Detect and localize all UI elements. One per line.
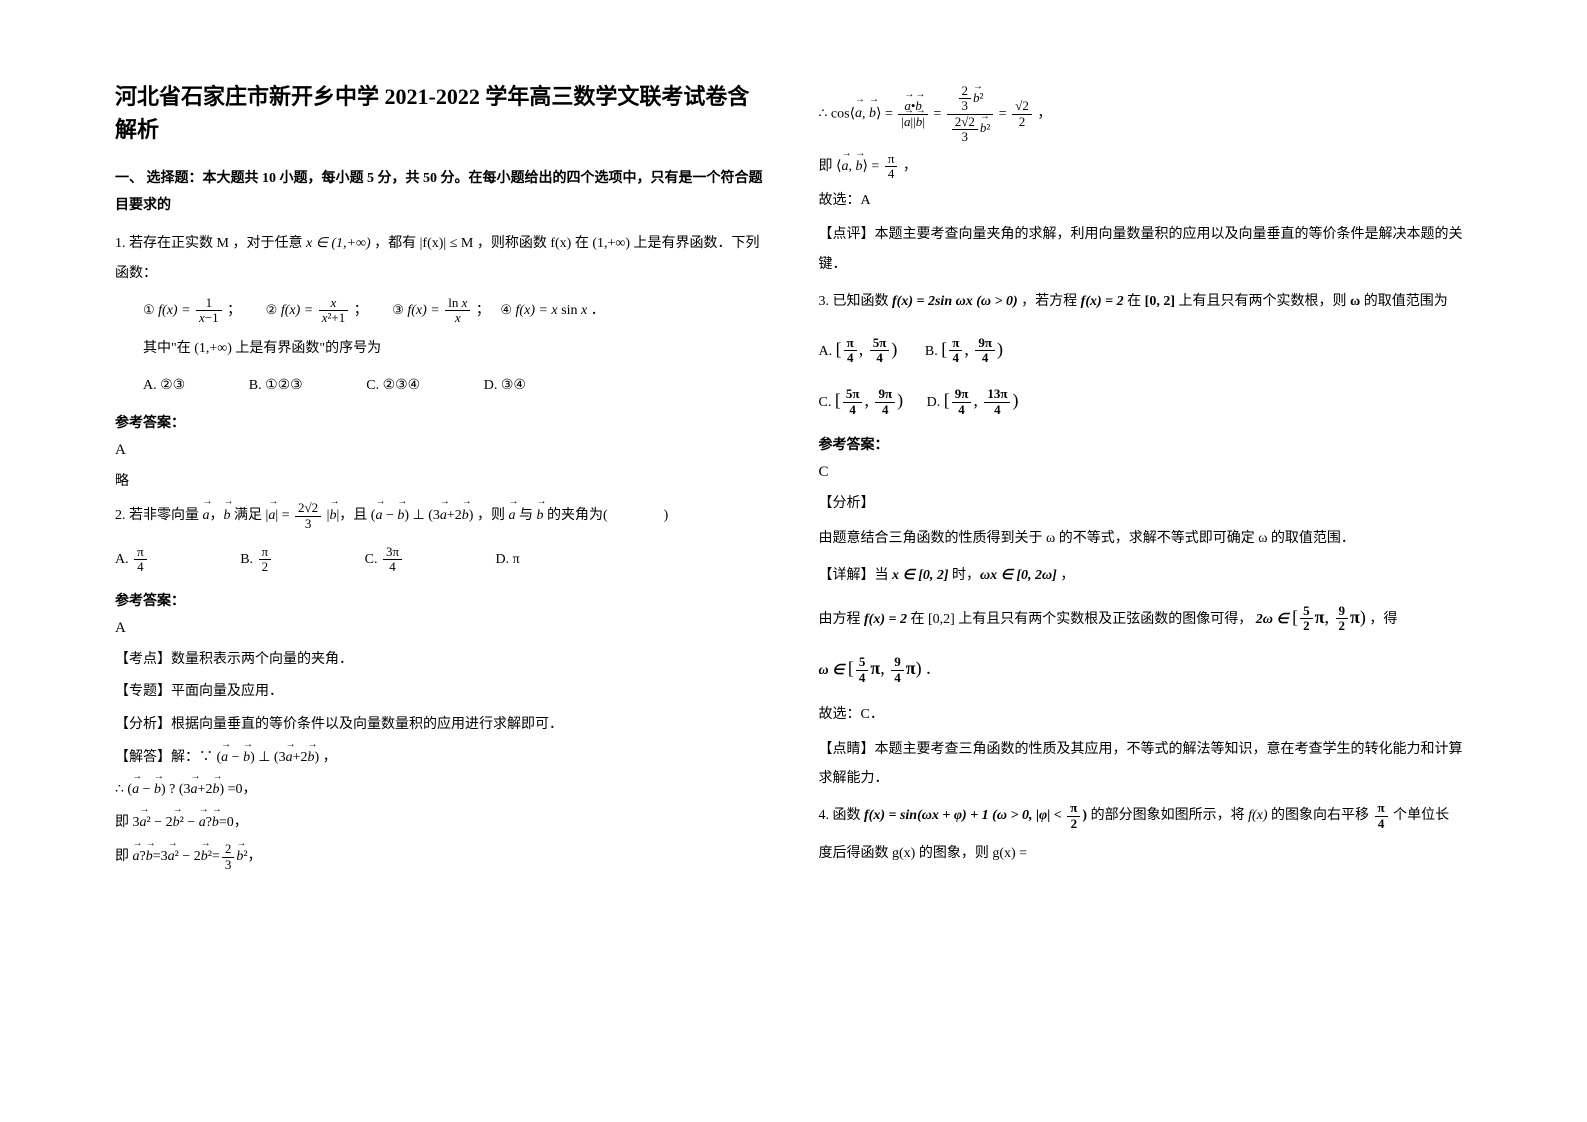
q2-choices: A. π4 B. π2 C. 3π4 D. π <box>115 545 769 576</box>
q2-choice-a: A. π4 <box>115 552 207 567</box>
q3-answer: C <box>819 464 1473 481</box>
q2-dianping: 【点评】本题主要考查向量夹角的求解，利用向量数量积的应用以及向量垂直的等价条件是… <box>819 220 1473 279</box>
q1-text-a: 1. 若存在正实数 M ，对于任意 <box>115 236 306 251</box>
q1-formula-row: ① f(x) = 1x−1 ； ② f(x) = xx²+1 ； ③ f(x) … <box>115 296 769 326</box>
q3-stem: 3. 已知函数 f(x) = 2sin ωx (ω > 0) ，若方程 f(x)… <box>819 287 1473 316</box>
q2-right-1: ∴ cos⟨a, b⟩ = a•b|a||b| = 23b²2√23b² = √… <box>819 84 1473 144</box>
q1-opt2: f(x) = <box>281 303 317 318</box>
q2-right-3: 故选：A <box>819 188 1473 215</box>
q3-choice-b: B. [π4, 9π4) <box>925 344 1003 359</box>
q2-kaodian: 【考点】数量积表示两个向量的夹角． <box>115 647 769 674</box>
q1-choice-b: B. ①②③ <box>249 378 333 393</box>
q1-opt1: f(x) = <box>158 303 194 318</box>
q2-jieda-4: 即 a?b=3a² − 2b²=23b²， <box>115 842 769 872</box>
circled-3: ③ <box>392 296 404 323</box>
q2-right-2: 即 ⟨a, b⟩ = π4 ， <box>819 152 1473 182</box>
q2-answer: A <box>115 620 769 637</box>
q4-stem: 4. 函数 f(x) = sin(ωx + φ) + 1 (ω > 0, |φ|… <box>819 801 1473 831</box>
q1-answer-label: 参考答案： <box>115 412 769 432</box>
q2-fenxi: 【分析】根据向量垂直的等价条件以及向量数量积的应用进行求解即可． <box>115 712 769 739</box>
q1-stem: 1. 若存在正实数 M ，对于任意 x ∈ (1,+∞) ，都有 |f(x)| … <box>115 229 769 288</box>
right-column: ∴ cos⟨a, b⟩ = a•b|a||b| = 23b²2√23b² = √… <box>794 80 1498 1082</box>
q1-subtext: 其中"在 (1,+∞) 上是有界函数"的序号为 <box>115 334 769 363</box>
q1-answer: A <box>115 442 769 459</box>
q3-choice-c: C. [5π4, 9π4) <box>819 395 904 410</box>
section-heading: 一、 选择题：本大题共 10 小题，每小题 5 分，共 50 分。在每小题给出的… <box>115 166 769 219</box>
q3-conclude: 故选：C． <box>819 702 1473 729</box>
q1-opt3: f(x) = <box>407 303 443 318</box>
q1-opt4: f(x) = x <box>516 303 558 318</box>
q3-fenxi: 由题意结合三角函数的性质得到关于 ω 的不等式，求解不等式即可确定 ω 的取值范… <box>819 524 1473 553</box>
q3-xiangjie-1: 由方程 f(x) = 2 在 [0,2] 上有且只有两个实数根及正弦函数的图像可… <box>819 599 1473 637</box>
circled-1: ① <box>143 296 155 323</box>
q2-stem: 2. 若非零向量 a，b 满足 |a| = 2√23 |b|，且 (a − b)… <box>115 501 769 531</box>
q1-text-b: x ∈ (1,+∞) <box>306 236 371 251</box>
q3-dianping: 【点睛】本题主要考查三角函数的性质及其应用，不等式的解法等知识，意在考查学生的转… <box>819 735 1473 794</box>
q3-choice-d: D. [9π4, 13π4) <box>927 395 1019 410</box>
q3-answer-label: 参考答案： <box>819 434 1473 454</box>
q2-zhuanti: 【专题】平面向量及应用． <box>115 679 769 706</box>
q2-answer-label: 参考答案： <box>115 590 769 610</box>
q4-stem-b: 度后得函数 g(x) 的图象，则 g(x) = <box>819 839 1473 868</box>
q3-xiangjie-head: 【详解】当 x ∈ [0, 2] 时，ωx ∈ [0, 2ω] ， <box>819 561 1473 590</box>
q1-choice-c: C. ②③④ <box>366 378 450 393</box>
circled-2: ② <box>266 296 278 323</box>
q2-choice-d: D. π <box>496 552 520 567</box>
q1-choice-a: A. ②③ <box>143 378 215 393</box>
q3-choices-row1: A. [π4, 5π4) B. [π4, 9π4) <box>819 331 1473 369</box>
q3-fenxi-head: 【分析】 <box>819 491 1473 518</box>
q2-choice-c: C. 3π4 <box>365 552 462 567</box>
q1-choices: A. ②③ B. ①②③ C. ②③④ D. ③④ <box>115 371 769 402</box>
circled-4: ④ <box>500 296 512 323</box>
q3-choices-row2: C. [5π4, 9π4) D. [9π4, 13π4) <box>819 382 1473 420</box>
left-column: 河北省石家庄市新开乡中学 2021-2022 学年高三数学文联考试卷含解析 一、… <box>90 80 794 1082</box>
q3-xiangjie-2: ω ∈ [54π, 94π) ． <box>819 650 1473 688</box>
q2-choice-b: B. π2 <box>240 552 331 567</box>
q2-jieda-3: 即 3a² − 2b² − a?b=0， <box>115 810 769 837</box>
document-title: 河北省石家庄市新开乡中学 2021-2022 学年高三数学文联考试卷含解析 <box>115 80 769 146</box>
q3-choice-a: A. [π4, 5π4) <box>819 344 898 359</box>
q1-choice-d: D. ③④ <box>484 378 556 393</box>
